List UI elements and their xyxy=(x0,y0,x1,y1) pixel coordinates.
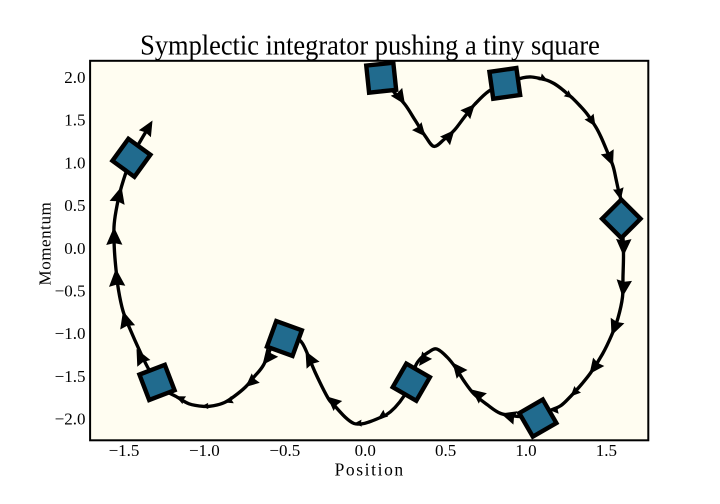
svg-text:1.0: 1.0 xyxy=(64,153,85,172)
svg-text:−1.5: −1.5 xyxy=(55,367,86,386)
svg-text:Position: Position xyxy=(335,459,405,479)
svg-text:−1.0: −1.0 xyxy=(189,441,220,460)
svg-text:Symplectic integrator pushing: Symplectic integrator pushing a tiny squ… xyxy=(140,29,600,61)
svg-text:0.5: 0.5 xyxy=(435,441,456,460)
svg-text:−0.5: −0.5 xyxy=(269,441,300,460)
svg-text:−2.0: −2.0 xyxy=(55,410,86,429)
svg-text:Momentum: Momentum xyxy=(35,202,54,286)
svg-text:0.0: 0.0 xyxy=(355,441,376,460)
svg-text:0.0: 0.0 xyxy=(64,239,85,258)
svg-text:2.0: 2.0 xyxy=(64,68,85,87)
svg-text:1.0: 1.0 xyxy=(515,441,536,460)
svg-text:−1.0: −1.0 xyxy=(55,324,86,343)
svg-text:0.5: 0.5 xyxy=(64,196,85,215)
svg-text:−1.5: −1.5 xyxy=(109,441,140,460)
svg-text:1.5: 1.5 xyxy=(596,441,617,460)
svg-text:1.5: 1.5 xyxy=(64,111,85,130)
svg-text:−0.5: −0.5 xyxy=(55,282,86,301)
